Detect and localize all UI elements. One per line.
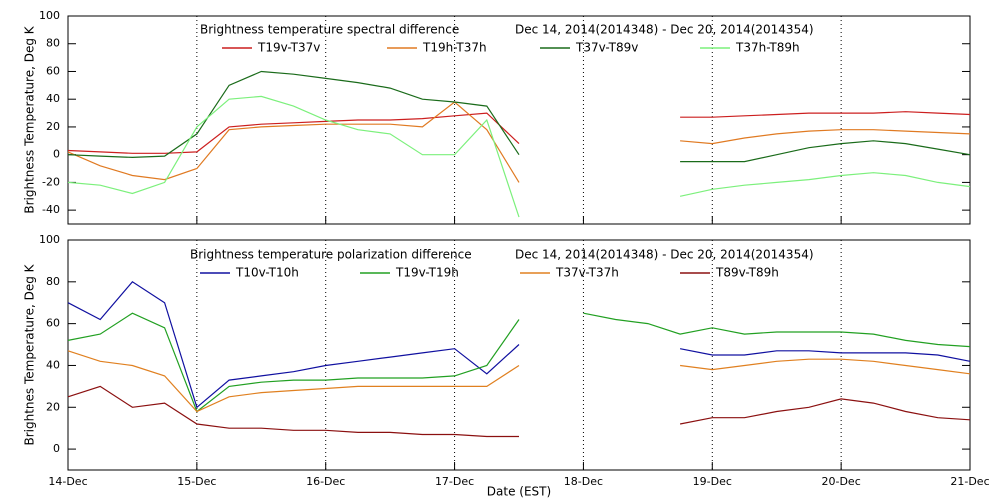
y-tick-label: 80 [46,37,60,50]
series-line [67,350,971,413]
y-tick-label: 60 [46,64,60,77]
legend-label: T37v-T37h [555,266,619,280]
series-line [67,312,971,413]
x-tick-label: 16-Dec [306,475,345,488]
y-axis-label: Brightnes Temperature, Deg K [23,263,37,445]
y-tick-label: 100 [39,9,60,22]
series-line [67,385,971,438]
y-tick-label: 20 [46,400,60,413]
legend-label: T37h-T89h [735,41,800,55]
series-line [67,111,971,154]
y-tick-label: -40 [42,203,60,216]
date-range: Dec 14, 2014(2014348) - Dec 20, 2014(201… [515,23,814,37]
y-tick-label: 20 [46,120,60,133]
y-tick-label: 40 [46,358,60,371]
x-tick-label: 15-Dec [177,475,216,488]
legend-label: T37v-T89v [575,41,638,55]
legend-label: T10v-T10h [235,266,299,280]
series-line [67,101,971,183]
date-range: Dec 14, 2014(2014348) - Dec 20, 2014(201… [515,248,814,262]
series-line [67,95,971,218]
series-line [67,281,971,409]
x-axis-label: Date (EST) [487,485,551,499]
series-line [67,70,971,163]
chart-title: Brightness temperature polarization diff… [190,248,472,262]
x-tick-label: 21-Dec [950,475,989,488]
x-tick-label: 19-Dec [693,475,732,488]
legend-label: T89v-T89h [715,266,779,280]
y-tick-label: 80 [46,275,60,288]
x-tick-label: 14-Dec [48,475,87,488]
x-tick-label: 17-Dec [435,475,474,488]
x-tick-label: 18-Dec [564,475,603,488]
y-tick-label: 100 [39,233,60,246]
legend-label: T19v-T37v [257,41,320,55]
legend-label: T19v-T19h [395,266,459,280]
y-tick-label: 60 [46,317,60,330]
plot-frame [67,239,971,471]
legend-label: T19h-T37h [422,41,487,55]
y-axis-label: Brightness Temperature, Deg K [23,25,37,213]
y-tick-label: 40 [46,92,60,105]
chart-title: Brightness temperature spectral differen… [200,23,459,37]
x-tick-label: 20-Dec [822,475,861,488]
y-tick-label: -20 [42,175,60,188]
y-tick-label: 0 [53,442,60,455]
y-tick-label: 0 [53,148,60,161]
plot-frame [67,15,971,225]
